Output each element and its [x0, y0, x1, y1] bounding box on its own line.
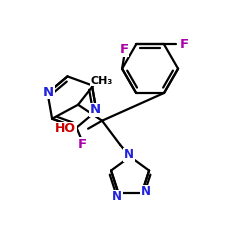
Text: F: F	[78, 138, 87, 151]
Text: N: N	[112, 190, 122, 203]
Text: F: F	[120, 43, 129, 56]
Text: N: N	[124, 148, 134, 161]
Text: N: N	[43, 86, 54, 98]
Text: F: F	[180, 38, 189, 51]
Text: CH₃: CH₃	[91, 76, 113, 86]
Text: HO: HO	[55, 122, 76, 135]
Text: N: N	[141, 186, 151, 198]
Text: N: N	[90, 104, 101, 117]
